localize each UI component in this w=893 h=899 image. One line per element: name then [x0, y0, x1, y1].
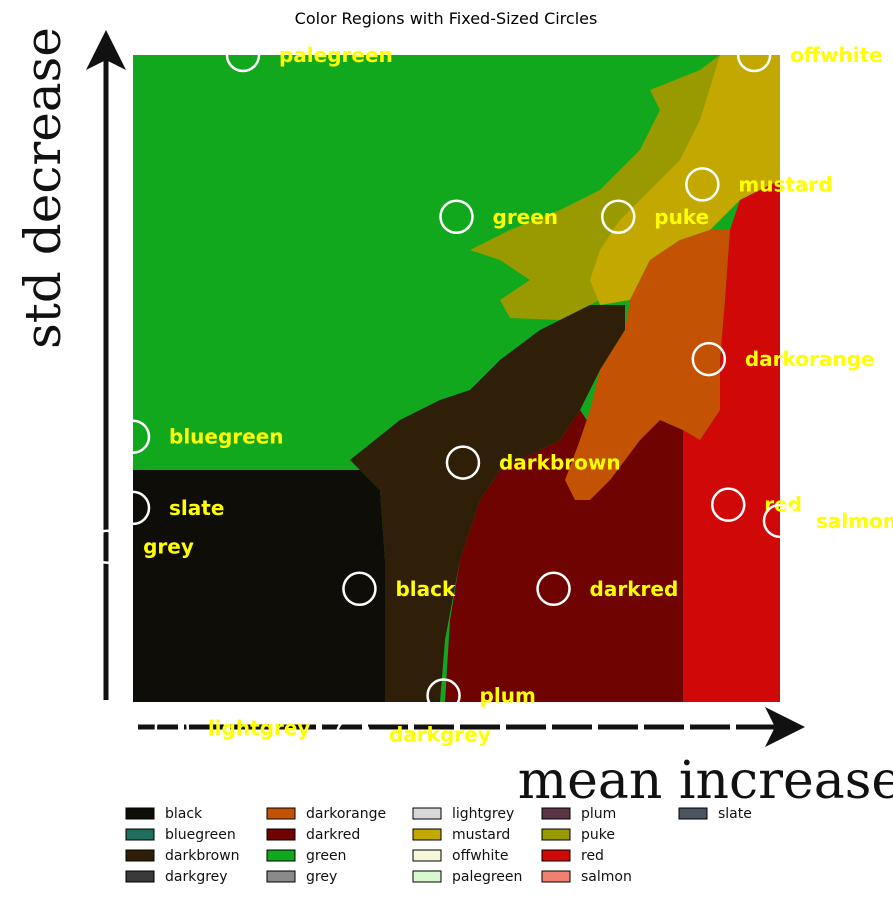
legend-label-darkgrey: darkgrey	[165, 869, 228, 885]
point-marker-green	[439, 199, 474, 234]
legend-label-salmon: salmon	[581, 869, 632, 885]
legend-swatch-red	[541, 849, 571, 862]
point-label-darkgrey: darkgrey	[389, 722, 491, 746]
point-label-darkorange: darkorange	[745, 347, 875, 371]
point-marker-darkgrey	[335, 717, 371, 752]
legend-label-darkbrown: darkbrown	[165, 848, 240, 864]
point-label-lightgrey: lightgrey	[208, 716, 311, 740]
color-region-map	[133, 55, 780, 702]
axes: mean increase std decrease	[14, 27, 893, 811]
legend-swatch-puke	[541, 828, 571, 841]
point-marker-darkorange	[691, 341, 727, 377]
legend-label-puke: puke	[581, 827, 615, 843]
point-marker-salmon	[762, 503, 798, 539]
legend-swatch-salmon	[541, 870, 571, 883]
legend-label-offwhite: offwhite	[452, 848, 509, 864]
point-label-bluegreen: bluegreen	[169, 425, 284, 449]
point-label-puke: puke	[654, 205, 709, 229]
region-black	[133, 470, 385, 702]
legend-swatch-offwhite	[412, 849, 442, 862]
legend-label-red: red	[581, 848, 604, 864]
point-marker-darkbrown	[445, 445, 481, 480]
point-marker-red	[710, 487, 746, 522]
y-axis-arrowhead	[86, 30, 126, 70]
point-label-grey: grey	[143, 535, 194, 559]
legend-label-slate: slate	[718, 806, 752, 822]
legend-swatch-plum	[541, 807, 571, 820]
point-marker-darkred	[536, 571, 571, 607]
legend-swatch-black	[125, 807, 155, 820]
region-red	[683, 180, 780, 702]
legend-label-palegreen: palegreen	[452, 869, 522, 885]
legend: black bluegreen darkbrown darkgrey darkorang…	[125, 806, 752, 885]
legend-label-green: green	[306, 848, 346, 864]
legend-label-mustard: mustard	[452, 827, 510, 843]
point-label-salmon: salmon	[816, 509, 893, 533]
legend-label-plum: plum	[581, 806, 616, 822]
region-darkred	[445, 410, 683, 702]
region-darkbrown	[350, 305, 625, 702]
legend-label-bluegreen: bluegreen	[165, 827, 236, 843]
legend-swatch-darkbrown	[125, 849, 155, 862]
legend-swatch-grey	[266, 870, 296, 883]
point-marker-offwhite	[736, 37, 772, 73]
point-marker-grey	[89, 529, 125, 564]
legend-label-darkred: darkred	[306, 827, 360, 843]
point-marker-plum	[426, 678, 461, 713]
point-label-plum: plum	[480, 684, 536, 708]
legend-swatch-palegreen	[412, 870, 442, 883]
data-points: palegreen offwhite mustard green puke darkora…	[89, 37, 893, 752]
legend-label-black: black	[165, 806, 203, 822]
legend-swatch-darkgrey	[125, 870, 155, 883]
point-marker-black	[342, 571, 377, 607]
region-darkorange	[565, 230, 730, 500]
point-marker-puke	[601, 199, 636, 234]
legend-swatch-darkorange	[266, 807, 296, 820]
x-axis-arrowhead	[765, 707, 805, 747]
legend-swatch-lightgrey	[412, 807, 442, 820]
legend-swatch-bluegreen	[125, 828, 155, 841]
point-marker-slate	[115, 490, 151, 526]
point-marker-lightgrey	[154, 710, 190, 746]
point-label-darkbrown: darkbrown	[499, 451, 621, 475]
point-label-green: green	[493, 205, 559, 229]
chart-title: Color Regions with Fixed-Sized Circles	[295, 9, 598, 28]
x-axis-label: mean increase	[518, 751, 893, 811]
point-marker-mustard	[685, 167, 720, 202]
point-marker-bluegreen	[115, 419, 151, 454]
point-label-darkred: darkred	[590, 577, 679, 601]
legend-label-lightgrey: lightgrey	[452, 806, 514, 822]
point-marker-palegreen	[225, 37, 261, 73]
point-label-palegreen: palegreen	[279, 43, 393, 67]
region-mustard	[590, 55, 780, 305]
legend-swatch-green	[266, 849, 296, 862]
legend-label-darkorange: darkorange	[306, 806, 386, 822]
point-label-mustard: mustard	[738, 172, 832, 196]
legend-swatch-mustard	[412, 828, 442, 841]
point-label-black: black	[395, 577, 456, 601]
point-label-offwhite: offwhite	[790, 43, 883, 67]
legend-swatch-slate	[678, 807, 708, 820]
point-label-slate: slate	[169, 496, 224, 520]
y-axis-label: std decrease	[14, 27, 72, 349]
legend-swatch-darkred	[266, 828, 296, 841]
legend-label-grey: grey	[306, 869, 337, 885]
